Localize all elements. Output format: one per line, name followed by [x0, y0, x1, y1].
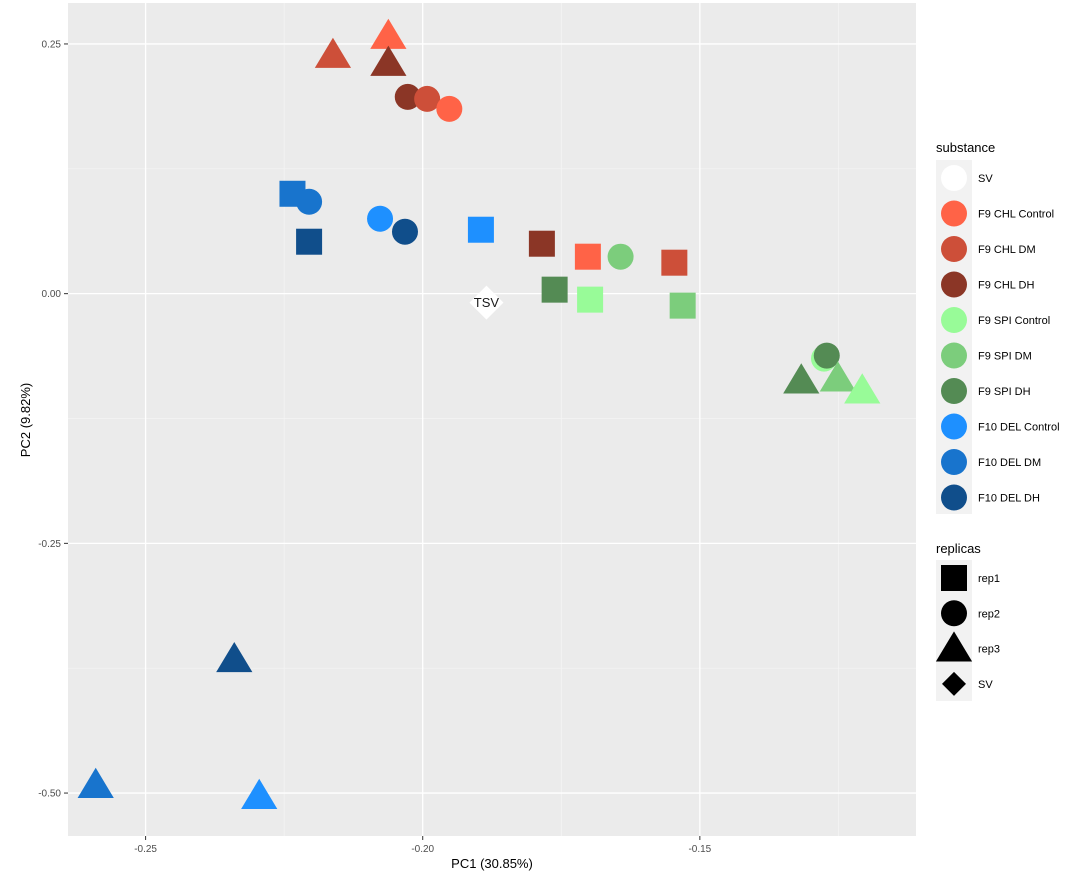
- y-axis-ticks: 0.25 0.00 -0.25 -0.50: [38, 39, 68, 800]
- data-point: [607, 243, 634, 270]
- data-point: [819, 361, 856, 392]
- x-tick-label: -0.25: [134, 844, 157, 855]
- y-tick-label: -0.50: [38, 789, 61, 800]
- legend-key: [941, 378, 967, 404]
- legend-label: F9 CHL DH: [978, 280, 1034, 292]
- data-point: [541, 276, 568, 303]
- y-tick-label: 0.25: [42, 39, 62, 50]
- legend-label: F9 SPI DH: [978, 386, 1031, 398]
- data-point: [436, 95, 463, 122]
- legend-substance-title: substance: [936, 140, 995, 155]
- data-point: [367, 205, 394, 232]
- legend-key: [941, 565, 967, 591]
- data-point: [314, 37, 352, 68]
- legend-key: [941, 342, 967, 369]
- data-point: [813, 342, 840, 369]
- legend-replicas: replicas rep1 rep2 rep3 SV: [935, 541, 1000, 701]
- x-axis-ticks: -0.25 -0.20 -0.15: [134, 836, 712, 855]
- x-axis-label: PC1 (30.85%): [451, 856, 533, 871]
- data-point: [296, 228, 323, 255]
- legend-label: F9 CHL Control: [978, 209, 1054, 221]
- data-point: [296, 188, 323, 215]
- data-point: [469, 285, 504, 320]
- data-point: [216, 641, 253, 673]
- data-point: [528, 230, 555, 257]
- legend-label: F10 DEL DM: [978, 457, 1041, 469]
- data-point: [669, 292, 696, 319]
- legend-label: F10 DEL Control: [978, 422, 1060, 434]
- y-tick-label: -0.25: [38, 539, 61, 550]
- legend-label: F10 DEL DH: [978, 493, 1040, 505]
- legend-label: F9 SPI DM: [978, 351, 1032, 363]
- data-point: [370, 45, 407, 76]
- data-point: [844, 373, 881, 404]
- data-point: [370, 18, 407, 49]
- legend-label: rep3: [978, 644, 1000, 656]
- x-tick-label: -0.20: [411, 844, 434, 855]
- minor-gridlines: [68, 3, 916, 836]
- legend-label: rep1: [978, 573, 1000, 585]
- legend-label: F9 CHL DM: [978, 244, 1036, 256]
- legend-label: F9 SPI Control: [978, 315, 1050, 327]
- data-point: [414, 85, 441, 112]
- legend-key: [941, 449, 967, 475]
- data-point: [783, 363, 820, 394]
- data-point: [577, 286, 604, 313]
- legend-key: [935, 631, 973, 662]
- data-point: [467, 216, 494, 243]
- data-point: [77, 767, 114, 798]
- data-point: [391, 218, 418, 245]
- panel-background: [68, 3, 916, 836]
- tsv-annotation: TSV: [474, 295, 500, 310]
- legend-label: rep2: [978, 608, 1000, 620]
- legend-key: [941, 271, 967, 298]
- data-point: [661, 249, 688, 276]
- data-point: [241, 778, 278, 809]
- data-point: [394, 83, 421, 110]
- data-point: [574, 243, 601, 270]
- legend-key: [941, 600, 967, 627]
- legend-key: [941, 200, 967, 227]
- legend-replicas-title: replicas: [936, 541, 981, 556]
- legend-key: [942, 671, 966, 696]
- legend-key: [941, 236, 967, 262]
- legend-substance: substance SV F9 CHL Control F9 CHL DM F9 CH…: [936, 140, 1060, 514]
- major-gridlines: [68, 3, 916, 836]
- legend-key: [941, 484, 967, 511]
- legend-label: SV: [978, 679, 993, 691]
- data-points: [77, 18, 881, 809]
- legend-label: SV: [978, 173, 993, 185]
- legend-key: [941, 165, 967, 191]
- y-tick-label: 0.00: [42, 289, 62, 300]
- legend-key: [941, 307, 967, 333]
- legend-key: [941, 413, 967, 440]
- y-axis-label: PC2 (9.82%): [18, 383, 33, 457]
- x-tick-label: -0.15: [688, 844, 711, 855]
